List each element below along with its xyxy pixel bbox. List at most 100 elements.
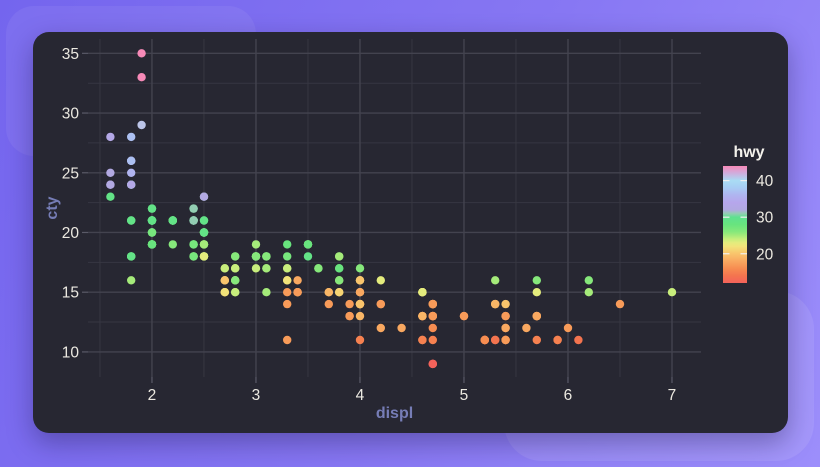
data-point	[376, 276, 385, 285]
data-point	[283, 276, 292, 285]
y-tick-label: 25	[62, 165, 79, 182]
y-axis-title: cty	[44, 196, 61, 219]
data-point	[355, 264, 365, 273]
data-point	[553, 335, 562, 345]
data-point	[283, 264, 292, 273]
data-point	[324, 299, 333, 309]
data-point	[480, 335, 489, 345]
data-point	[355, 276, 365, 285]
data-point	[283, 335, 292, 345]
data-point	[491, 335, 500, 345]
data-point	[147, 204, 157, 213]
data-point	[293, 276, 302, 285]
data-point	[574, 335, 583, 345]
y-tick-label: 10	[62, 344, 80, 361]
data-point	[199, 216, 209, 225]
data-point	[137, 73, 146, 82]
data-point	[283, 299, 292, 309]
data-point	[189, 216, 198, 225]
data-point	[106, 168, 115, 177]
data-point	[501, 323, 510, 333]
data-point	[584, 288, 593, 297]
data-point	[376, 299, 385, 309]
data-point	[324, 288, 333, 297]
legend-tick-label: 40	[756, 173, 774, 190]
data-point	[106, 132, 115, 142]
data-point	[147, 228, 157, 237]
data-point	[355, 311, 365, 321]
data-point	[491, 276, 500, 285]
legend-hwy: hwy 40 30 20	[723, 144, 774, 283]
data-point	[335, 276, 344, 285]
data-point	[418, 311, 427, 321]
data-points	[106, 49, 677, 369]
data-point	[532, 335, 541, 345]
data-point	[127, 132, 136, 142]
data-point	[532, 288, 541, 297]
data-point	[137, 49, 146, 58]
data-point	[418, 335, 427, 345]
data-point	[532, 276, 541, 285]
data-point	[127, 168, 136, 177]
data-point	[501, 299, 510, 309]
data-point	[231, 288, 240, 297]
data-point	[168, 240, 177, 249]
data-point	[428, 323, 437, 333]
data-point	[199, 228, 209, 237]
data-point	[231, 252, 240, 261]
y-tick-label: 20	[62, 225, 80, 242]
data-point	[199, 192, 209, 201]
data-point	[355, 299, 365, 309]
y-tick-label: 15	[62, 285, 79, 302]
data-point	[355, 335, 365, 345]
data-point	[127, 156, 136, 165]
data-point	[335, 288, 344, 297]
data-point	[345, 311, 354, 321]
data-point	[428, 359, 437, 369]
data-point	[199, 240, 209, 249]
x-tick-label: 4	[356, 387, 365, 404]
data-point	[283, 288, 292, 297]
grid-minor	[88, 39, 701, 377]
x-tick-label: 3	[252, 387, 261, 404]
x-tick-label: 2	[148, 387, 157, 404]
data-point	[127, 216, 136, 225]
data-point	[262, 288, 271, 297]
x-tick-label: 6	[564, 387, 573, 404]
data-point	[418, 288, 427, 297]
legend-colorbar	[723, 166, 747, 283]
data-point	[314, 264, 323, 273]
data-point	[220, 276, 229, 285]
data-point	[283, 252, 292, 261]
data-point	[522, 323, 531, 333]
data-point	[168, 216, 177, 225]
legend-title: hwy	[733, 144, 764, 161]
data-point	[615, 299, 625, 309]
data-point	[251, 264, 261, 273]
data-point	[491, 299, 500, 309]
data-point	[345, 299, 354, 309]
data-point	[199, 252, 209, 261]
data-point	[127, 252, 136, 261]
data-point	[376, 323, 385, 333]
data-point	[584, 276, 593, 285]
x-tick-label: 7	[668, 387, 677, 404]
data-point	[189, 240, 198, 249]
data-point	[220, 288, 229, 297]
data-point	[231, 264, 240, 273]
data-point	[335, 252, 344, 261]
y-tick-label: 35	[62, 46, 79, 63]
data-point	[563, 323, 573, 333]
grid-major	[88, 39, 701, 377]
data-point	[106, 192, 115, 201]
data-point	[106, 180, 115, 189]
data-point	[667, 288, 677, 297]
data-point	[189, 204, 198, 213]
data-point	[137, 120, 146, 130]
data-point	[262, 264, 271, 273]
data-point	[355, 288, 365, 297]
data-point	[127, 180, 136, 189]
data-point	[532, 311, 541, 321]
